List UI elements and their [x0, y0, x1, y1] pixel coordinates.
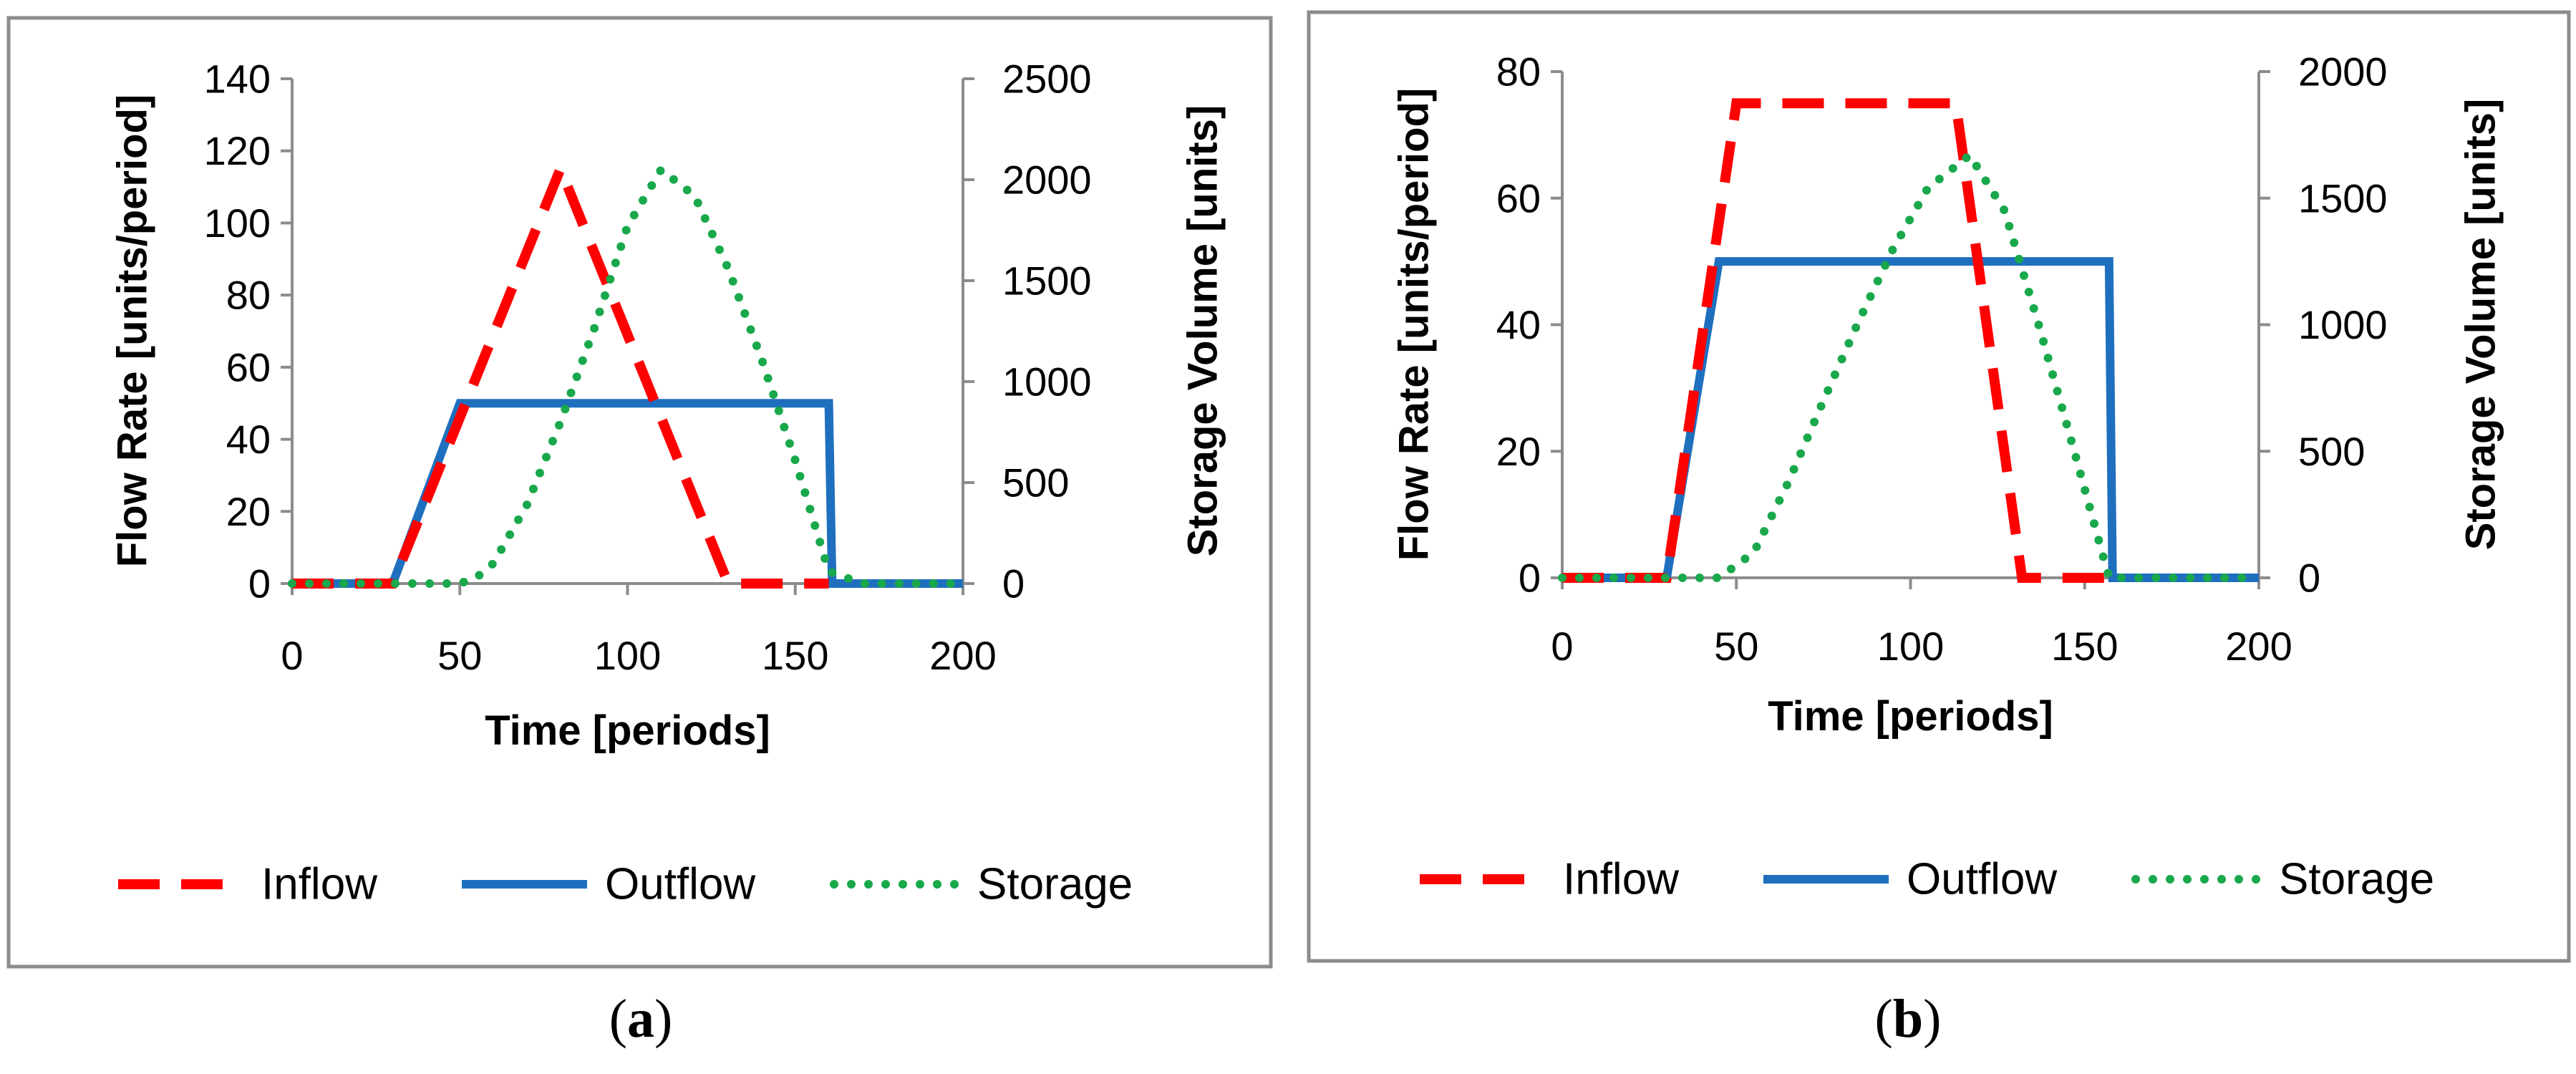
y2-axis-title: Storage Volume [units]: [1180, 105, 1226, 557]
y2-tick-label: 2000: [2298, 49, 2388, 95]
x-tick-label: 0: [1551, 624, 1573, 669]
y-tick-label: 0: [1519, 556, 1541, 601]
y2-tick-label: 1500: [1002, 258, 1092, 304]
y-tick-label: 140: [204, 57, 271, 102]
panel-label: (b): [1875, 989, 1942, 1049]
x-tick-label: 0: [281, 633, 303, 678]
legend-label-outflow: Outflow: [605, 860, 755, 909]
y2-tick-label: 2000: [1002, 158, 1092, 203]
y-tick-label: 20: [1496, 429, 1541, 474]
y2-tick-label: 0: [2298, 556, 2320, 601]
panel-label-open: (: [609, 989, 627, 1049]
panel-label-letter: b: [1893, 989, 1923, 1049]
y-axis-title: Flow Rate [units/period]: [110, 95, 156, 568]
y2-tick-label: 2500: [1002, 57, 1092, 102]
panel-label-close: ): [654, 989, 672, 1049]
y2-tick-label: 1000: [1002, 359, 1092, 405]
y-tick-label: 60: [226, 344, 271, 390]
y-tick-label: 20: [226, 489, 271, 534]
y-tick-label: 80: [1496, 49, 1541, 95]
y-tick-label: 60: [1496, 175, 1541, 221]
y2-tick-label: 1000: [2298, 302, 2388, 347]
y2-tick-label: 500: [2298, 429, 2365, 474]
x-tick-label: 50: [1714, 624, 1758, 669]
series-line-storage: [1558, 148, 2263, 582]
legend-label-storage: Storage: [2279, 855, 2434, 904]
x-tick-label: 50: [437, 633, 482, 678]
y-tick-label: 0: [248, 561, 271, 606]
y2-tick-label: 0: [1002, 561, 1025, 606]
legend-label-inflow: Inflow: [1563, 855, 1679, 904]
panel-label-letter: a: [627, 989, 654, 1049]
y-tick-label: 40: [226, 417, 271, 462]
y2-tick-label: 500: [1002, 460, 1069, 505]
y2-axis-title: Storage Volume [units]: [2458, 99, 2504, 551]
y-tick-label: 80: [226, 273, 271, 318]
x-axis-title: Time [periods]: [485, 707, 770, 754]
panel-label: (a): [609, 989, 673, 1049]
x-tick-label: 100: [594, 633, 661, 678]
x-tick-label: 200: [2225, 624, 2292, 669]
chart-panel-b: 0 20 40 60 80 0 500 1000 1500 2000 0 50 100 150 200 Tim…: [1307, 10, 2571, 1049]
x-tick-label: 100: [1877, 624, 1944, 669]
panel-frame: [1307, 10, 2571, 963]
panel-label-open: (: [1875, 989, 1893, 1049]
y-tick-label: 120: [204, 128, 271, 173]
legend-label-storage: Storage: [977, 860, 1133, 909]
panel-label-close: ): [1923, 989, 1941, 1049]
y-tick-label: 100: [204, 200, 271, 246]
y-axis-title: Flow Rate [units/period]: [1391, 88, 1438, 561]
x-tick-label: 150: [762, 633, 828, 678]
panel-frame: [6, 16, 1273, 969]
y2-tick-label: 1500: [2298, 175, 2388, 221]
x-axis-title: Time [periods]: [1768, 693, 2053, 740]
legend-label-outflow: Outflow: [1907, 855, 2057, 904]
y-tick-label: 40: [1496, 302, 1541, 347]
legend-label-inflow: Inflow: [261, 860, 377, 909]
chart-panel-a: 0 20 40 60 80 100 120 140 0 500 1000 1500 2000 2500 0 5…: [6, 16, 1273, 1049]
x-tick-label: 150: [2051, 624, 2118, 669]
series-line-storage: [288, 163, 967, 588]
x-tick-label: 200: [929, 633, 996, 678]
